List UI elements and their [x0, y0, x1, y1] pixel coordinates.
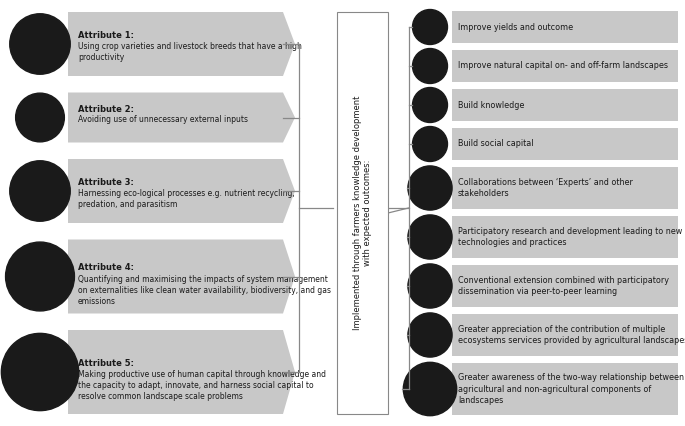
Text: Attribute 4:: Attribute 4: — [78, 264, 134, 273]
Text: Build knowledge: Build knowledge — [458, 101, 525, 109]
Polygon shape — [452, 265, 678, 307]
Polygon shape — [452, 89, 678, 121]
Polygon shape — [452, 11, 678, 43]
Circle shape — [10, 14, 71, 74]
Text: Improve natural capital on- and off-farm landscapes: Improve natural capital on- and off-farm… — [458, 61, 668, 70]
Circle shape — [10, 161, 71, 221]
Circle shape — [1, 334, 79, 411]
Polygon shape — [452, 363, 678, 415]
Polygon shape — [452, 314, 678, 356]
Polygon shape — [68, 12, 295, 76]
Text: Conventional extension combined with participatory
dissemination via peer-to-pee: Conventional extension combined with par… — [458, 276, 669, 296]
Text: Avoiding use of unnecessary external inputs: Avoiding use of unnecessary external inp… — [78, 115, 248, 124]
Polygon shape — [68, 159, 295, 223]
Circle shape — [403, 363, 457, 416]
FancyBboxPatch shape — [337, 12, 388, 414]
Polygon shape — [68, 239, 295, 314]
Text: Collaborations between ‘Experts’ and other
stakeholders: Collaborations between ‘Experts’ and oth… — [458, 178, 633, 198]
Text: Build social capital: Build social capital — [458, 139, 534, 149]
Circle shape — [16, 93, 64, 142]
Circle shape — [412, 9, 447, 44]
Polygon shape — [452, 50, 678, 82]
Circle shape — [408, 264, 452, 308]
Text: Making productive use of human capital through knowledge and
the capacity to ada: Making productive use of human capital t… — [78, 370, 326, 401]
Text: Quantifying and maximising the impacts of system management
on externalities lik: Quantifying and maximising the impacts o… — [78, 274, 331, 306]
Text: Attribute 3:: Attribute 3: — [78, 178, 134, 187]
Text: Using crop varieties and livestock breeds that have a high
productivity: Using crop varieties and livestock breed… — [78, 42, 302, 62]
Circle shape — [408, 215, 452, 259]
Circle shape — [5, 242, 75, 311]
Polygon shape — [452, 128, 678, 160]
Text: Improve yields and outcome: Improve yields and outcome — [458, 23, 573, 32]
Text: Attribute 1:: Attribute 1: — [78, 31, 134, 40]
Text: Attribute 5:: Attribute 5: — [78, 359, 134, 368]
Polygon shape — [68, 92, 295, 143]
Text: Participatory research and development leading to new
technologies and practices: Participatory research and development l… — [458, 227, 682, 247]
Text: Greater awareness of the two-way relationship between
agricultural and non-agric: Greater awareness of the two-way relatio… — [458, 374, 684, 405]
Text: Harnessing eco-logical processes e.g. nutrient recycling,
predation, and parasit: Harnessing eco-logical processes e.g. nu… — [78, 189, 295, 209]
Circle shape — [412, 87, 447, 123]
Circle shape — [412, 127, 447, 161]
Circle shape — [412, 49, 447, 83]
Polygon shape — [452, 167, 678, 209]
Text: Greater appreciation of the contribution of multiple
ecosystems services provide: Greater appreciation of the contribution… — [458, 325, 685, 345]
Polygon shape — [68, 330, 295, 414]
Polygon shape — [452, 216, 678, 258]
Circle shape — [408, 166, 452, 210]
Text: Implemented through farmers knowledge development
with expected outcomes:: Implemented through farmers knowledge de… — [353, 96, 372, 330]
Text: Attribute 2:: Attribute 2: — [78, 104, 134, 113]
Circle shape — [408, 313, 452, 357]
